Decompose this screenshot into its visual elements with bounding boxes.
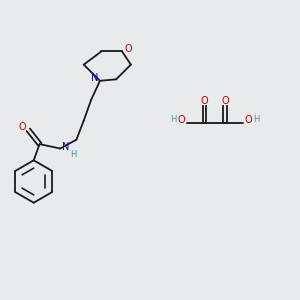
Text: N: N [91,73,98,83]
Text: O: O [244,115,252,125]
Text: O: O [221,96,229,106]
Text: O: O [19,122,26,132]
Text: N: N [62,142,69,152]
Text: O: O [201,96,208,106]
Text: O: O [125,44,132,54]
Text: H: H [70,150,76,159]
Text: O: O [178,115,185,125]
Text: H: H [253,116,259,124]
Text: H: H [170,116,177,124]
